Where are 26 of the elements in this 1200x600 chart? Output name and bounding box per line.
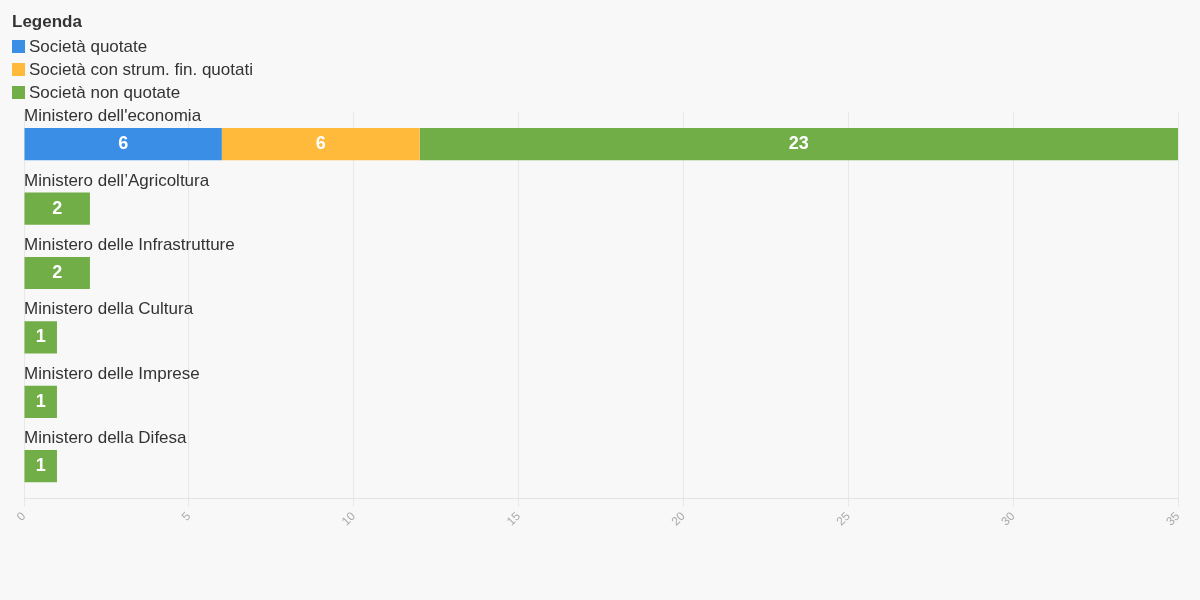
- y-tick-label: Ministero delle Infrastrutture: [24, 235, 235, 255]
- x-tick-label: 25: [833, 508, 853, 529]
- y-tick-label: Ministero della Cultura: [24, 299, 194, 319]
- y-tick-label: Ministero dell’Agricoltura: [24, 170, 210, 190]
- data-label: 6: [118, 133, 129, 154]
- data-label: 2: [52, 261, 63, 282]
- x-tick-label: 30: [998, 508, 1018, 529]
- data-label: 1: [35, 326, 46, 347]
- x-tick-label: 10: [338, 508, 359, 529]
- data-label: 6: [315, 133, 326, 154]
- legend-label: Società quotate: [29, 36, 148, 57]
- x-tick-label: 0: [13, 508, 29, 524]
- x-tick-label: 5: [178, 508, 194, 524]
- legend-title: Legenda: [12, 12, 83, 32]
- x-tick-label: 15: [503, 508, 524, 529]
- legend-label: Società non quotate: [29, 82, 181, 103]
- y-tick-label: Ministero della Difesa: [24, 428, 188, 448]
- data-label: 1: [35, 390, 46, 411]
- x-tick-label: 35: [1163, 508, 1183, 529]
- legend-label: Società con strum. fin. quotati: [29, 59, 253, 80]
- data-label: 1: [35, 455, 46, 476]
- x-tick-label: 20: [668, 508, 689, 529]
- data-label: 2: [52, 197, 63, 218]
- y-tick-label: Ministero delle Imprese: [24, 363, 200, 383]
- data-label: 23: [788, 133, 809, 154]
- y-tick-label: Ministero dell'economia: [24, 106, 202, 126]
